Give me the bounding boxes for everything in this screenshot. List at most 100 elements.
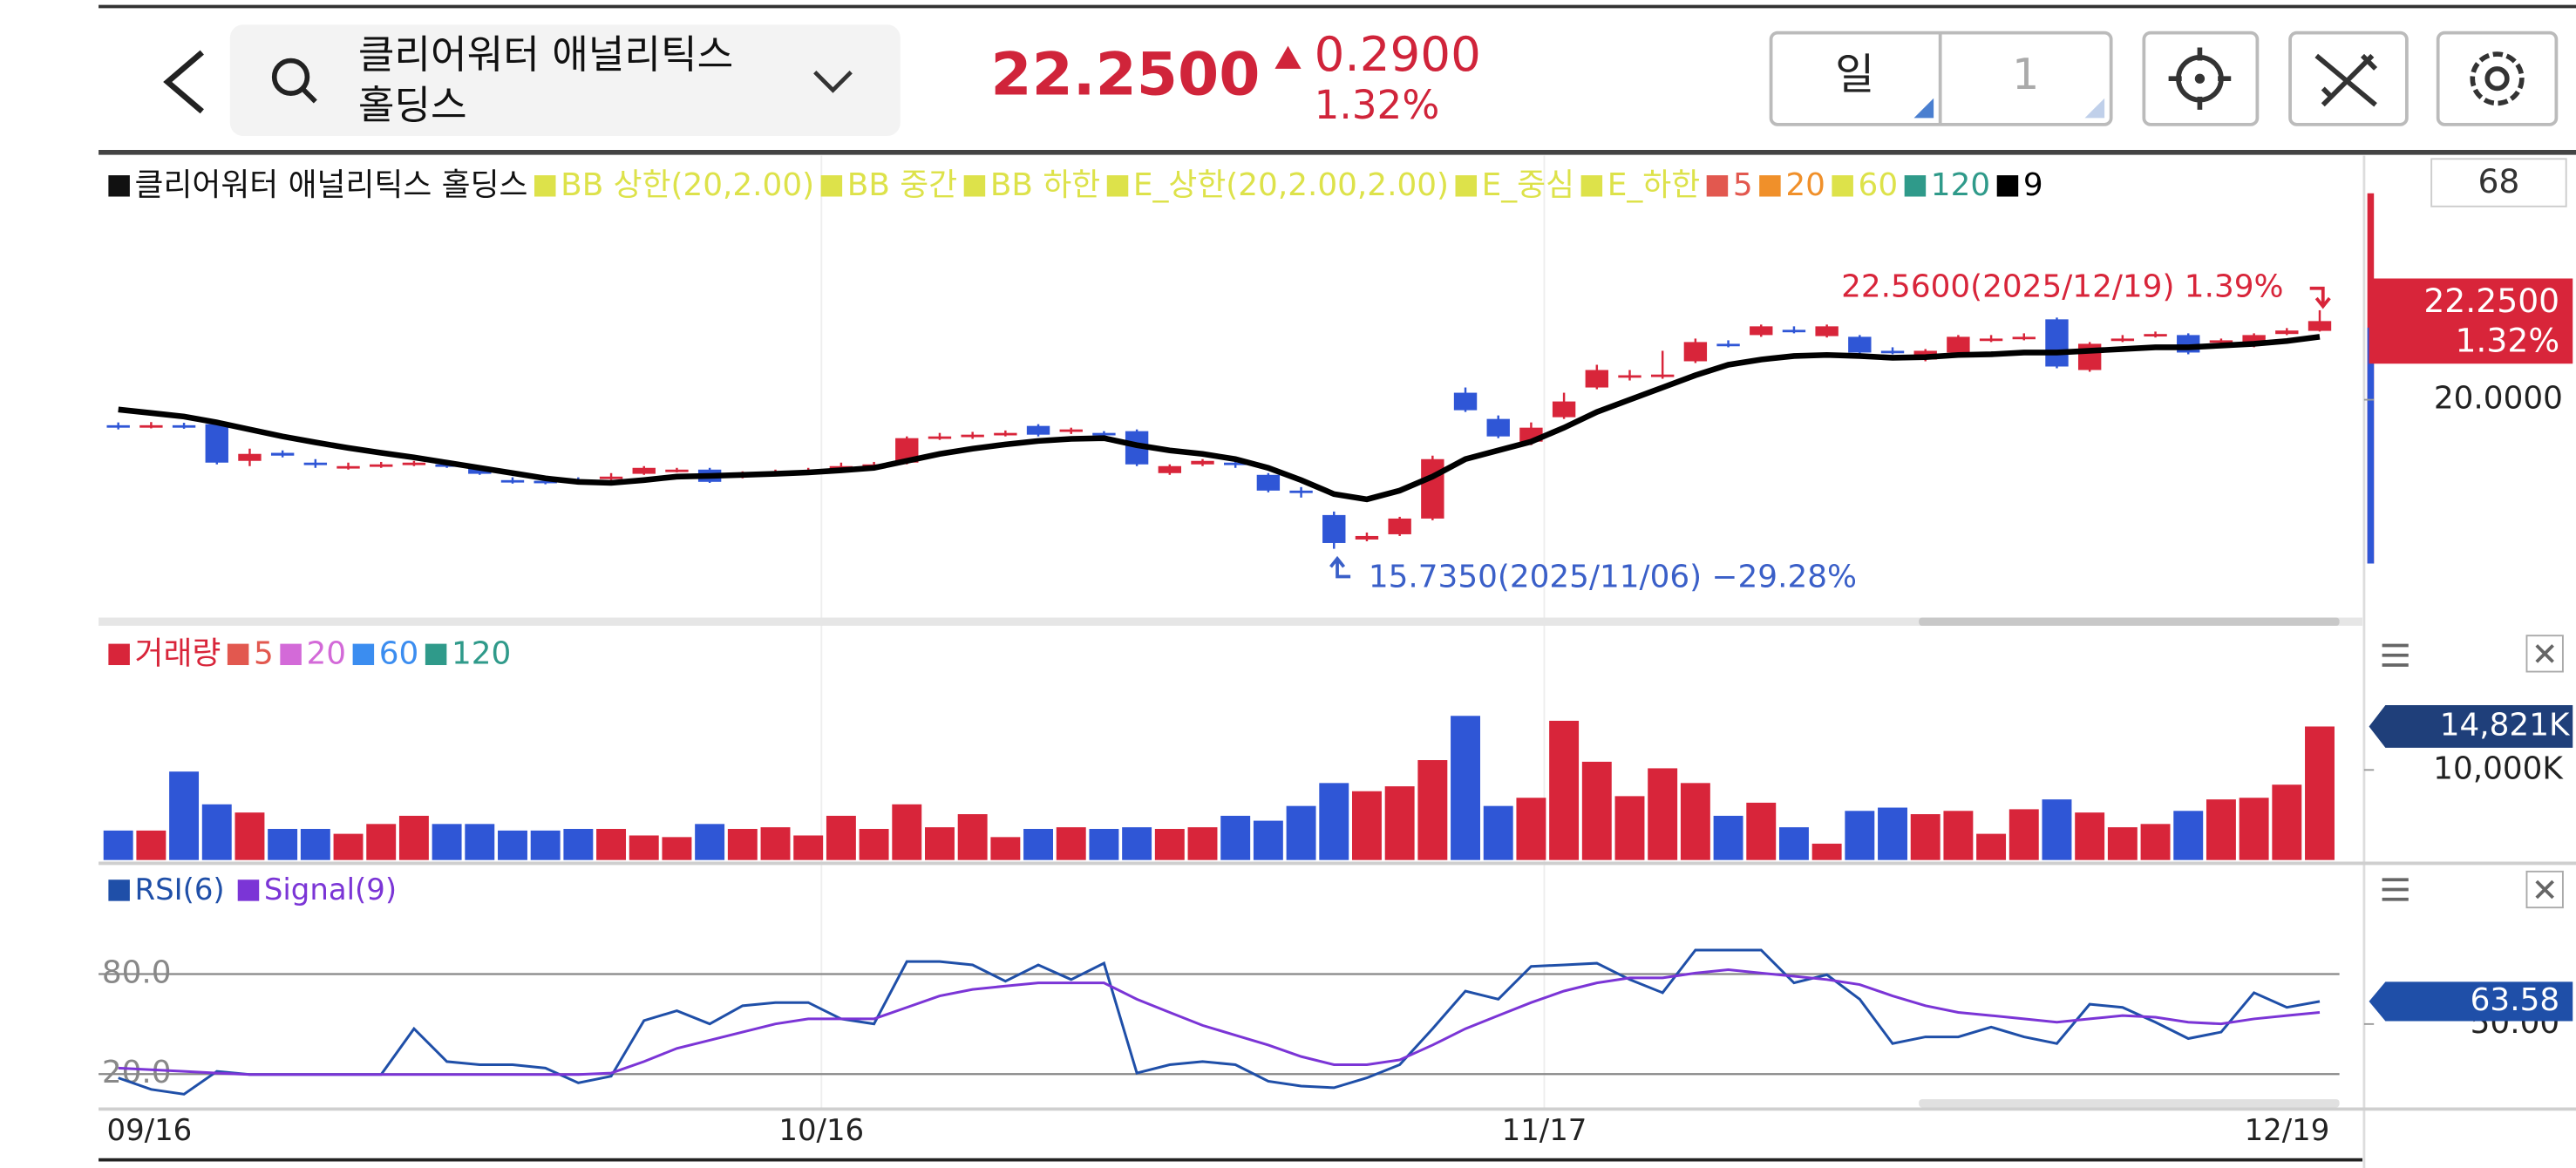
legend-label: 120	[1931, 167, 1990, 203]
volume-bar	[1581, 761, 1612, 860]
rsi-close[interactable]	[2525, 870, 2564, 909]
volume-bar	[1778, 827, 1809, 860]
candle-body	[172, 424, 196, 428]
candle-body	[1224, 462, 1247, 465]
panel-separator	[99, 617, 2363, 626]
close-icon	[2535, 644, 2554, 663]
candle-body	[928, 436, 952, 439]
legend-swatch	[1455, 175, 1478, 197]
candle-body	[1158, 465, 1182, 473]
rsi-tag: 63.58	[2471, 982, 2560, 1018]
volume-menu[interactable]	[2382, 643, 2409, 667]
volume-bar	[793, 835, 824, 860]
legend-label: BB 상한(20,2.00)	[561, 167, 814, 203]
settings-button[interactable]	[2436, 31, 2559, 126]
candle-body	[205, 424, 228, 463]
candle-body	[1585, 370, 1608, 388]
volume-bar	[1154, 828, 1185, 860]
legend-label: Signal(9)	[264, 873, 397, 907]
candle-body	[435, 464, 459, 467]
volume-bar	[2075, 812, 2105, 860]
candle-body	[238, 453, 262, 461]
volume-bar	[695, 824, 725, 860]
x-tick-label: 12/19	[2245, 1113, 2330, 1147]
legend-swatch	[237, 879, 260, 901]
volume-close[interactable]	[2525, 635, 2564, 673]
legend-swatch	[1759, 175, 1781, 197]
scrollbar[interactable]	[1919, 617, 2340, 626]
volume-bar	[1680, 783, 1710, 860]
candle-body	[1322, 514, 1346, 543]
drawing-button[interactable]	[2288, 31, 2409, 126]
candle-body	[1979, 338, 2003, 342]
menu-icon	[2382, 878, 2409, 901]
back-button[interactable]	[163, 50, 204, 114]
scrollbar[interactable]	[1919, 1099, 2340, 1108]
volume-bar	[990, 837, 1021, 860]
volume-bar	[826, 815, 856, 860]
legend-label: 5	[254, 636, 274, 672]
candle-body	[1289, 490, 1313, 493]
volume-bar	[234, 812, 265, 860]
volume-bar	[300, 828, 330, 860]
candle-body	[468, 467, 492, 474]
volume-bar	[398, 815, 429, 860]
search-box[interactable]: 클리어워터 애널리틱스 홀딩스	[229, 24, 901, 136]
search-icon	[300, 86, 317, 104]
legend-label: BB 중간	[847, 167, 957, 203]
legend-label: 5	[1733, 167, 1753, 203]
volume-bar	[103, 830, 133, 860]
volume-bar	[2008, 809, 2039, 860]
dropdown-icon	[813, 71, 853, 93]
volume-bar	[2173, 811, 2204, 860]
volume-bar	[662, 837, 692, 860]
candle-body	[534, 480, 557, 484]
candle-body	[1947, 336, 1970, 353]
candle-body	[106, 424, 130, 428]
legend-label: 20	[1785, 167, 1825, 203]
volume-bar	[1713, 815, 1743, 860]
volume-bar	[498, 830, 527, 860]
volume-bar	[1910, 814, 1940, 860]
crosshair-button[interactable]	[2142, 31, 2260, 126]
volume-bar	[925, 827, 955, 860]
period-count: 1	[2012, 50, 2039, 99]
legend-label: 클리어워터 애널리틱스 홀딩스	[135, 167, 528, 203]
period-selector[interactable]: 일 1	[1769, 31, 2113, 126]
stock-name: 홀딩스	[358, 82, 467, 128]
volume-bar	[2140, 824, 2171, 860]
volume-bar	[1351, 791, 1382, 860]
legend-swatch	[108, 643, 130, 666]
volume-bar	[432, 824, 462, 860]
gear-icon	[2470, 51, 2525, 106]
candle-body	[2275, 330, 2299, 335]
volume-bar	[2272, 784, 2302, 860]
period-unit: 일	[1835, 50, 1874, 99]
candle-body	[1618, 375, 1641, 378]
extreme-annotation: 15.7350(2025/11/06) −29.28%	[1369, 559, 1857, 594]
rsi-tag-bg	[2369, 981, 2573, 1022]
legend-swatch	[227, 643, 249, 666]
volume-bar	[1220, 815, 1251, 860]
candle-body	[1092, 432, 1116, 436]
legend-swatch	[963, 175, 986, 197]
legend-swatch	[1904, 175, 1927, 197]
candle-body	[2209, 340, 2233, 343]
volume-bar	[1023, 828, 1054, 860]
volume-bar	[169, 771, 200, 860]
candle-body	[270, 452, 295, 456]
volume-bar	[2042, 799, 2072, 860]
candle-body	[632, 467, 656, 474]
y-tick-label: 10,000K	[2433, 750, 2564, 786]
legend-label: 거래량	[135, 636, 221, 672]
close-icon	[2535, 879, 2554, 900]
volume-bar	[1187, 827, 1218, 860]
rsi-menu[interactable]	[2382, 878, 2409, 901]
candle-body	[1059, 429, 1083, 432]
volume-bar	[1549, 720, 1580, 860]
y-tick-label: 20.0000	[2434, 381, 2563, 417]
back-icon	[163, 50, 204, 114]
volume-bar	[1976, 833, 2007, 860]
search-icon	[271, 58, 310, 96]
